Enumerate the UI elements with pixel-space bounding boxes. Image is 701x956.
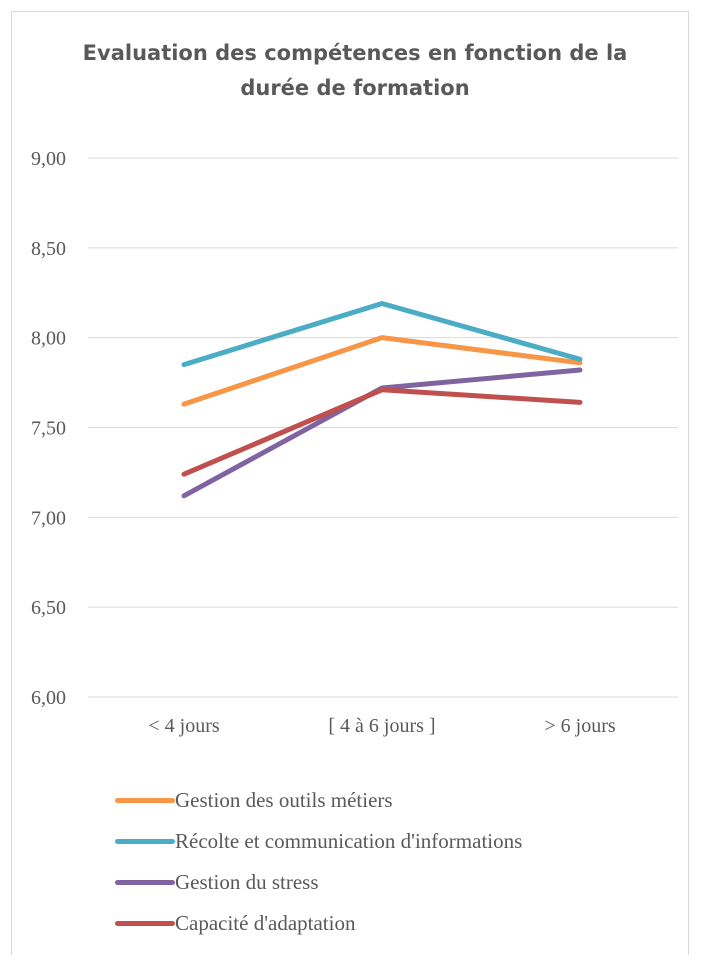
chart-title: Evaluation des compétences en fonction d… bbox=[82, 41, 628, 100]
x-axis-ticks: < 4 jours [ 4 à 6 jours ] > 6 jours bbox=[148, 715, 615, 737]
legend-swatch bbox=[115, 839, 175, 844]
series-line bbox=[181, 301, 583, 368]
series-line bbox=[181, 335, 583, 407]
legend-swatch bbox=[115, 798, 175, 803]
chart-frame bbox=[11, 11, 689, 955]
legend-label: Gestion des outils métiers bbox=[175, 788, 393, 812]
y-tick-label: 8,00 bbox=[31, 328, 66, 350]
legend-swatch bbox=[115, 921, 175, 926]
legend-label: Récolte et communication d'informations bbox=[175, 829, 523, 853]
y-axis-ticks: 6,00 6,50 7,00 7,50 8,00 8,50 9,00 bbox=[31, 148, 66, 709]
legend-item: Capacité d'adaptation bbox=[115, 903, 522, 944]
legend-item: Récolte et communication d'informations bbox=[115, 821, 522, 862]
legend-swatch bbox=[115, 880, 175, 885]
x-tick-label: [ 4 à 6 jours ] bbox=[328, 715, 435, 737]
x-tick-label: < 4 jours bbox=[148, 715, 219, 737]
y-tick-label: 6,00 bbox=[31, 687, 66, 709]
y-tick-label: 7,50 bbox=[31, 418, 66, 440]
legend-label: Capacité d'adaptation bbox=[175, 911, 356, 935]
y-tick-label: 6,50 bbox=[31, 597, 66, 619]
y-tick-label: 7,00 bbox=[31, 507, 66, 529]
series-line bbox=[181, 387, 583, 477]
series-lines bbox=[181, 301, 583, 499]
gridlines bbox=[88, 157, 678, 698]
legend: Gestion des outils métiers Récolte et com… bbox=[115, 780, 522, 944]
legend-label: Gestion du stress bbox=[175, 870, 319, 894]
y-tick-label: 9,00 bbox=[31, 148, 66, 170]
x-tick-label: > 6 jours bbox=[544, 715, 615, 737]
legend-item: Gestion des outils métiers bbox=[115, 780, 522, 821]
legend-item: Gestion du stress bbox=[115, 862, 522, 903]
y-tick-label: 8,50 bbox=[31, 238, 66, 260]
